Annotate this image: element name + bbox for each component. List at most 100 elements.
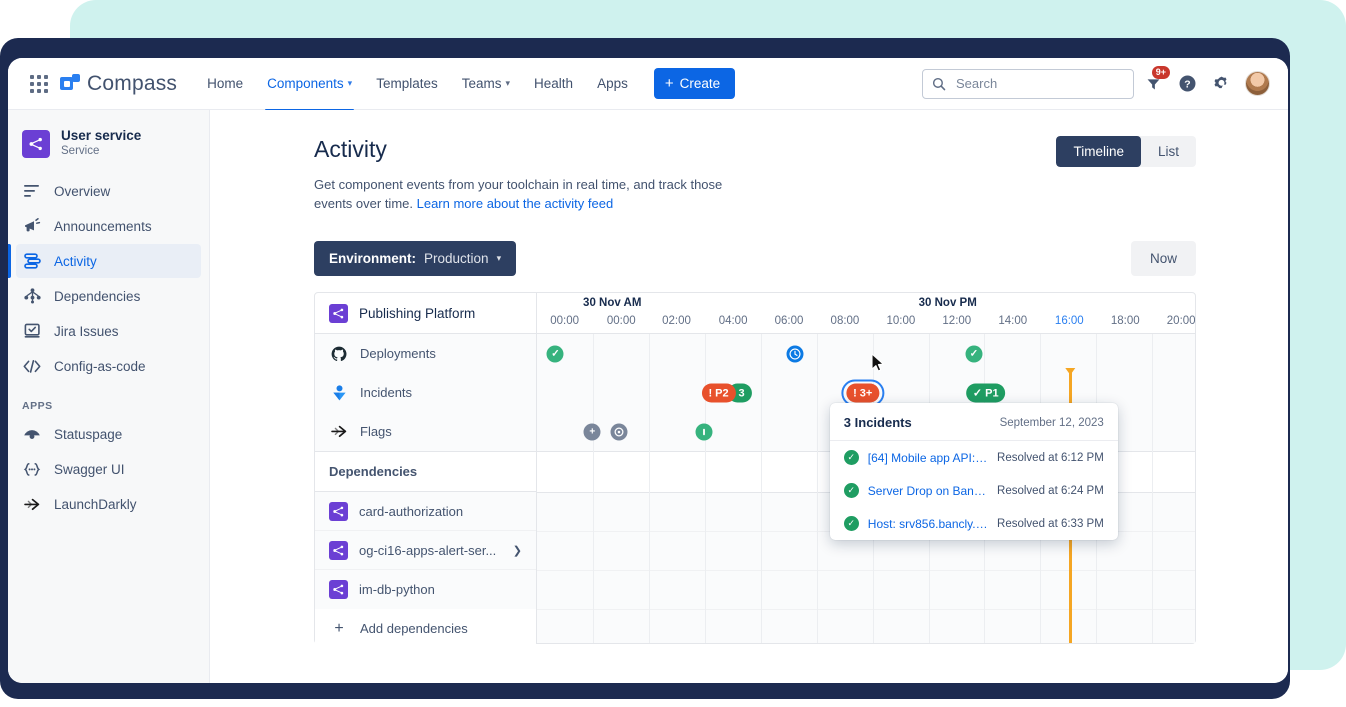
- incident-name[interactable]: [64] Mobile app API: Requ...: [867, 450, 988, 465]
- incident-status: Resolved at 6:12 PM: [997, 451, 1104, 464]
- search-box[interactable]: [922, 68, 1134, 99]
- sidebar-item-launchdarkly[interactable]: LaunchDarkly: [16, 487, 201, 521]
- flag-targeting-marker[interactable]: [610, 423, 628, 441]
- sidebar-item-swagger-ui[interactable]: Swagger UI: [16, 452, 201, 486]
- notifications-button[interactable]: 9+: [1138, 65, 1170, 99]
- plus-icon: +: [334, 619, 344, 637]
- flag-created-marker[interactable]: +: [583, 423, 601, 441]
- nav-item-teams[interactable]: Teams ▾: [450, 70, 522, 97]
- axis-tick: 14:00: [998, 315, 1028, 327]
- sidebar: User service Service Overview Announceme…: [8, 110, 210, 683]
- check-icon: ✓: [546, 345, 564, 363]
- settings-button[interactable]: [1206, 69, 1236, 99]
- axis-tick: 12:00: [942, 315, 972, 327]
- axis-tick: 10:00: [886, 315, 916, 327]
- sidebar-label: Overview: [54, 183, 111, 199]
- incident-name[interactable]: Server Drop on Banc.ly Fr...: [867, 483, 989, 498]
- add-dependencies-button[interactable]: + Add dependencies: [315, 609, 536, 648]
- nav-item-apps[interactable]: Apps: [585, 70, 640, 97]
- search-input[interactable]: [954, 75, 1124, 92]
- component-icon: [329, 540, 348, 560]
- sidebar-label: Announcements: [54, 218, 152, 234]
- page-header: Activity Get component events from your …: [314, 136, 1196, 213]
- sidebar-item-overview[interactable]: Overview: [16, 174, 201, 208]
- sidebar-item-announcements[interactable]: Announcements: [16, 209, 201, 243]
- resolved-check-icon: ✓: [843, 483, 859, 498]
- sidebar-project-header[interactable]: User service Service: [8, 124, 209, 173]
- deployment-success-marker[interactable]: ✓: [965, 345, 983, 363]
- help-button[interactable]: ?: [1172, 69, 1202, 99]
- dependency-row-og-ci16-apps-alert-service[interactable]: og-ci16-apps-alert-ser... ❯: [315, 531, 536, 570]
- chevron-down-icon: ▾: [347, 78, 353, 88]
- sidebar-item-activity[interactable]: Activity: [8, 244, 201, 278]
- nav-label: Teams: [461, 76, 502, 91]
- nav-label: Components: [267, 76, 344, 91]
- component-icon: [329, 580, 348, 599]
- activity-timeline: Publishing Platform Deployments: [314, 292, 1196, 648]
- timeline-axis: 30 Nov AM 30 Nov PM 00:00 00:00 02:00 04…: [537, 293, 1195, 334]
- user-avatar[interactable]: [1245, 71, 1270, 96]
- timeline-row-incidents[interactable]: Incidents: [315, 373, 536, 412]
- sidebar-label: Jira Issues: [54, 323, 119, 339]
- resolved-check-icon: ✓: [843, 450, 859, 465]
- axis-tick: 02:00: [662, 315, 691, 327]
- opsgenie-icon: [329, 384, 349, 401]
- learn-more-link[interactable]: Learn more about the activity feed: [416, 196, 614, 211]
- popup-title: 3 Incidents: [843, 415, 912, 430]
- popup-incident-row[interactable]: ✓ Server Drop on Banc.ly Fr... Resolved …: [830, 474, 1118, 507]
- now-button[interactable]: Now: [1130, 241, 1196, 276]
- flag-enabled-marker[interactable]: [695, 423, 713, 441]
- sidebar-item-config-as-code[interactable]: Config-as-code: [16, 349, 201, 383]
- timeline-row-deployments[interactable]: Deployments: [315, 334, 536, 373]
- page-description-text: Get component events from your toolchain…: [314, 177, 723, 211]
- compass-logo[interactable]: Compass: [60, 72, 177, 96]
- nav-item-home[interactable]: Home: [195, 70, 255, 97]
- notification-badge: 9+: [1151, 65, 1170, 79]
- popup-incident-row[interactable]: ✓ [64] Mobile app API: Requ... Resolved …: [830, 441, 1118, 474]
- sidebar-item-statuspage[interactable]: Statuspage: [16, 417, 201, 451]
- timeline-component-header[interactable]: Publishing Platform: [315, 293, 536, 334]
- incident-cluster-marker[interactable]: ! 3+: [841, 379, 885, 407]
- create-button[interactable]: + Create: [653, 68, 736, 99]
- axis-tick-now: 16:00: [1054, 315, 1084, 327]
- chevron-right-icon[interactable]: ❯: [512, 544, 522, 557]
- nav-label: Apps: [597, 76, 628, 91]
- timeline-chart-area[interactable]: 30 Nov AM 30 Nov PM 00:00 00:00 02:00 04…: [537, 293, 1195, 643]
- nav-right-group: 9+ ?: [922, 65, 1276, 99]
- incident-details-popup[interactable]: 3 Incidents September 12, 2023 ✓ [64] Mo…: [829, 403, 1118, 540]
- nav-label: Home: [207, 76, 244, 91]
- nav-item-health[interactable]: Health: [522, 70, 585, 97]
- deployment-pending-marker[interactable]: [786, 345, 804, 363]
- page-title: Activity: [314, 136, 387, 162]
- environment-dropdown[interactable]: Environment: Production ▾: [314, 241, 517, 276]
- nav-item-templates[interactable]: Templates: [364, 70, 450, 97]
- app-switcher-icon[interactable]: [26, 71, 52, 97]
- timeline-row-flags[interactable]: Flags: [315, 412, 536, 451]
- dependency-row-card-authorization[interactable]: card-authorization: [315, 492, 536, 531]
- brand-name: Compass: [87, 71, 178, 95]
- incident-cluster-label: 3+: [859, 387, 873, 399]
- incident-name[interactable]: Host: srv856.bancly.com...: [867, 516, 989, 531]
- mouse-cursor: [871, 353, 885, 372]
- bar-icon: [695, 423, 713, 441]
- clock-icon: [786, 345, 804, 363]
- component-icon: [329, 303, 348, 323]
- axis-tick: 20:00: [1166, 315, 1195, 327]
- activity-icon: [22, 253, 42, 269]
- axis-day-label: 30 Nov PM: [918, 297, 977, 309]
- incident-p1-resolved-marker[interactable]: ✓ P1: [965, 383, 1006, 403]
- megaphone-icon: [22, 218, 42, 234]
- sidebar-label: Statuspage: [54, 426, 123, 442]
- sidebar-item-jira-issues[interactable]: Jira Issues: [16, 314, 201, 348]
- incident-p2-marker[interactable]: 3 ! P2: [701, 383, 752, 403]
- alert-icon: !: [708, 387, 713, 399]
- tab-list[interactable]: List: [1157, 144, 1179, 159]
- sidebar-item-dependencies[interactable]: Dependencies: [16, 279, 201, 313]
- popup-incident-row[interactable]: ✓ Host: srv856.bancly.com... Resolved at…: [830, 507, 1118, 540]
- dependency-row-im-db-python[interactable]: im-db-python: [315, 570, 536, 609]
- nav-item-components[interactable]: Components ▾: [255, 70, 364, 111]
- incident-p1-pill: ✓ P1: [965, 383, 1006, 403]
- sidebar-apps-section-label: APPS: [22, 400, 53, 412]
- tab-timeline[interactable]: Timeline: [1056, 136, 1141, 167]
- deployment-success-marker[interactable]: ✓: [546, 345, 564, 363]
